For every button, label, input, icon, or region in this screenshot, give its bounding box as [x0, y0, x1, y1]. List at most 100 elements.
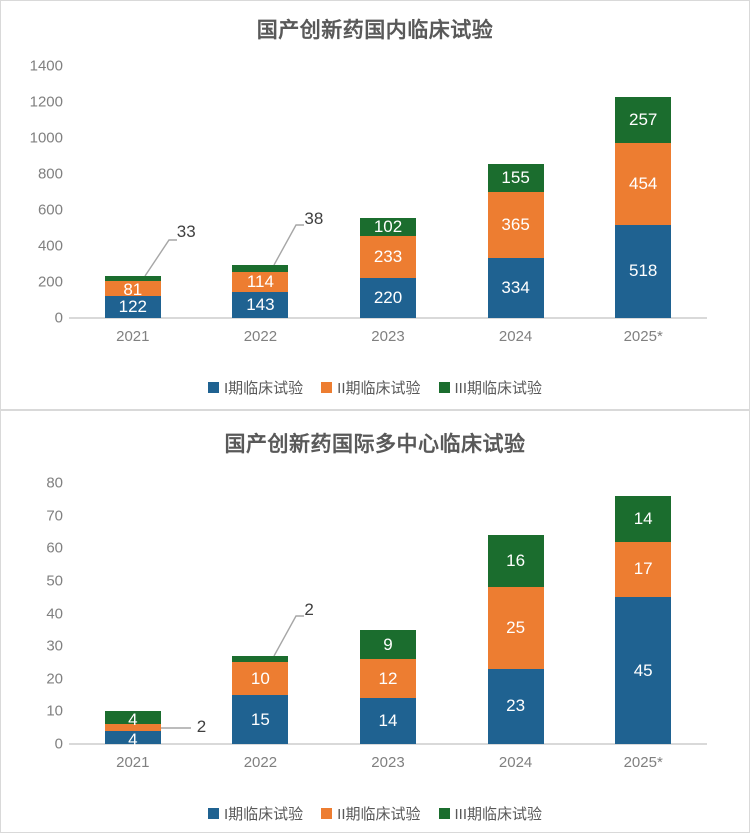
legend-item-phase2[interactable]: II期临床试验 [321, 377, 421, 398]
legend-item-phase3[interactable]: III期临床试验 [438, 803, 543, 824]
y-axis-tick-domestic: 0 [54, 309, 63, 327]
bar-value-label: 9 [383, 634, 393, 654]
bar-stack[interactable]: 45 17 14 [615, 496, 672, 744]
bar-segment[interactable]: 365 [487, 192, 544, 258]
bar-segment[interactable] [232, 264, 289, 272]
bar-value-callout: 33 [176, 221, 196, 241]
y-axis-tick-international: 0 [54, 735, 63, 753]
bar-value-label: 454 [629, 173, 658, 193]
bar-value-label: 4 [128, 710, 138, 730]
x-axis-tick-domestic: 2021 [116, 328, 150, 345]
bar-value-label: 233 [373, 247, 403, 267]
legend-domestic: I期临床试验 II期临床试验 III期临床试验 [1, 377, 749, 398]
bar-stack[interactable]: 23 25 16 [487, 535, 544, 744]
bar-segment[interactable]: 9 [360, 629, 416, 660]
bar-segment[interactable]: 518 [615, 224, 672, 318]
legend-item-phase1[interactable]: I期临床试验 [207, 377, 304, 398]
bar-segment[interactable] [232, 655, 289, 663]
legend-label: I期临床试验 [223, 806, 304, 823]
bar-segment[interactable]: 4 [104, 710, 161, 729]
bar-segment[interactable]: 114 [232, 271, 289, 293]
bar-stack[interactable]: 334 365 155 [487, 164, 544, 318]
x-axis-tick-international: 2025* [623, 754, 663, 771]
bar-stack[interactable]: 220 233 102 [360, 217, 416, 318]
bar-segment[interactable]: 257 [615, 96, 672, 144]
y-axis-tick-international: 20 [46, 670, 63, 688]
bar-value-label: 16 [506, 551, 526, 571]
bar-stack[interactable]: 518 454 257 [615, 96, 672, 318]
bar-value-label: 17 [633, 559, 653, 579]
bar-segment[interactable]: 81 [104, 280, 161, 299]
legend-item-phase3[interactable]: III期临床试验 [438, 377, 543, 398]
y-axis-tick-international: 50 [46, 572, 63, 590]
bar-segment[interactable]: 10 [232, 662, 289, 696]
bar-segment[interactable]: 14 [360, 698, 416, 744]
bar-value-label: 14 [378, 711, 398, 731]
bar-segment[interactable]: 12 [360, 659, 416, 699]
legend-label: III期临床试验 [454, 806, 543, 823]
legend-label: III期临床试验 [454, 380, 543, 397]
y-axis-tick-domestic: 400 [37, 237, 63, 255]
x-axis-tick-domestic: 2024 [498, 328, 533, 345]
bar-value-label: 334 [501, 277, 530, 297]
y-axis-tick-international: 80 [46, 474, 63, 492]
plot-area-domestic [69, 66, 707, 319]
bar-segment[interactable]: 45 [615, 597, 672, 744]
bar-segment[interactable] [104, 724, 161, 731]
legend-swatch-icon [207, 808, 219, 819]
bar-value-label: 14 [633, 508, 653, 528]
chart-panel-international: 国产创新药国际多中心临床试验 0 10 20 30 40 50 60 70 80 2021 202… [0, 410, 750, 833]
bar-value-label: 15 [250, 709, 270, 729]
legend-item-phase2[interactable]: II期临床试验 [321, 803, 421, 824]
bar-segment[interactable]: 25 [487, 587, 544, 669]
bar-segment[interactable]: 14 [615, 496, 672, 542]
bar-value-label: 220 [373, 288, 403, 308]
bar-stack[interactable]: 14 12 9 [360, 629, 416, 744]
bar-value-label: 23 [506, 696, 526, 716]
bar-value-label: 10 [250, 668, 270, 688]
bar-segment[interactable]: 15 [232, 695, 289, 744]
legend-swatch-icon [438, 382, 450, 393]
x-axis-baseline-domestic [69, 317, 707, 319]
bar-value-label: 4 [128, 729, 138, 749]
bar-segment[interactable]: 102 [360, 217, 416, 237]
bar-value-callout: 2 [196, 716, 207, 736]
x-axis-tick-international: 2023 [371, 754, 405, 771]
chart-panel-domestic: 国产创新药国内临床试验 0 200 400 600 800 1000 1200 1400 20… [0, 0, 750, 410]
bar-value-label: 143 [246, 295, 275, 315]
bar-value-label: 81 [123, 280, 143, 300]
bar-segment[interactable]: 16 [487, 535, 544, 588]
legend-swatch-icon [438, 808, 450, 819]
bar-stack[interactable]: 15 10 [232, 655, 289, 744]
bar-stack[interactable]: 143 114 [232, 264, 289, 318]
bar-value-label: 25 [506, 618, 526, 638]
bar-segment[interactable]: 143 [232, 292, 289, 318]
bar-segment[interactable]: 122 [104, 296, 161, 318]
bar-segment[interactable]: 17 [615, 541, 672, 598]
y-axis-tick-international: 30 [46, 637, 63, 655]
x-axis-tick-international: 2024 [498, 754, 533, 771]
bar-segment[interactable]: 155 [487, 164, 544, 193]
bar-segment[interactable]: 334 [487, 257, 544, 318]
bar-segment[interactable]: 233 [360, 236, 416, 279]
y-axis-tick-domestic: 1000 [29, 129, 63, 147]
y-axis-tick-domestic: 800 [37, 165, 63, 183]
bar-value-callout: 2 [304, 599, 314, 619]
bar-segment[interactable]: 454 [615, 143, 672, 225]
plot-area-international [69, 483, 707, 745]
x-axis-tick-domestic: 2025* [623, 328, 663, 345]
bar-segment[interactable]: 4 [104, 730, 161, 749]
legend-label: I期临床试验 [223, 380, 304, 397]
bar-segment[interactable]: 23 [487, 668, 544, 744]
bar-segment[interactable] [104, 275, 161, 282]
y-axis-tick-domestic: 1200 [29, 93, 63, 111]
x-axis-tick-domestic: 2022 [243, 328, 278, 345]
bar-value-label: 102 [373, 217, 403, 237]
bar-stack[interactable]: 122 81 [104, 275, 161, 318]
bar-value-label: 365 [501, 215, 530, 235]
y-axis-tick-international: 40 [46, 605, 63, 622]
chart-title-international: 国产创新药国际多中心临床试验 [224, 433, 526, 456]
legend-item-phase1[interactable]: I期临床试验 [207, 803, 304, 824]
bar-segment[interactable]: 220 [360, 278, 416, 318]
